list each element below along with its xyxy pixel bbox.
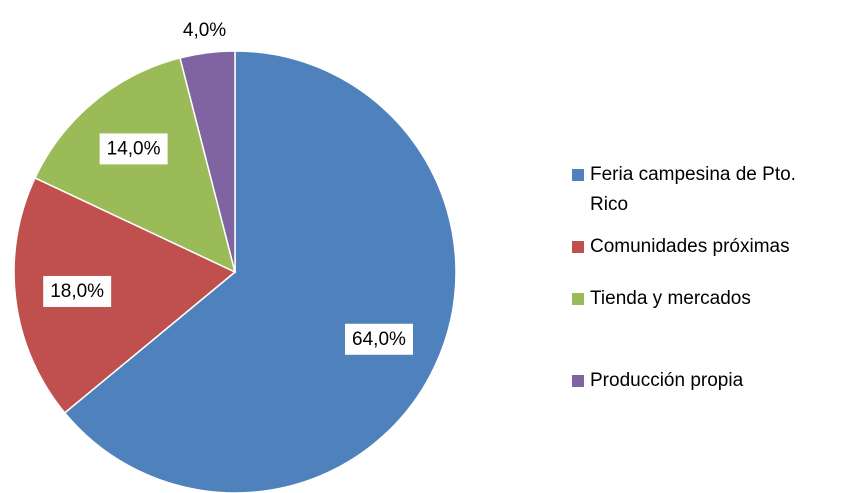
legend-item: Feria campesina de Pto. Rico (572, 160, 822, 220)
legend-label: Feria campesina de Pto. Rico (590, 164, 796, 215)
data-label: 14,0% (107, 138, 161, 159)
data-label-box (43, 275, 112, 307)
legend-swatch (572, 241, 584, 253)
legend-swatch (572, 293, 584, 305)
legend-swatch (572, 375, 584, 387)
pie-slice (13, 176, 237, 414)
data-label: 4,0% (183, 20, 226, 41)
data-label: 18,0% (50, 281, 104, 302)
legend-item: Producción propia (572, 366, 822, 396)
legend-item: Tienda y mercados (572, 284, 822, 314)
pie-slice (34, 57, 237, 274)
data-label: 64,0% (352, 329, 406, 350)
legend-item: Comunidades próximas (572, 232, 822, 262)
pie-slice (179, 50, 236, 273)
data-label-box (99, 133, 168, 165)
legend-label: Tienda y mercados (590, 288, 751, 309)
legend-label: Comunidades próximas (590, 236, 790, 257)
pie-slice (63, 50, 457, 493)
legend-label: Producción propia (590, 370, 744, 391)
legend-swatch (572, 169, 584, 181)
data-label-box (345, 323, 414, 355)
